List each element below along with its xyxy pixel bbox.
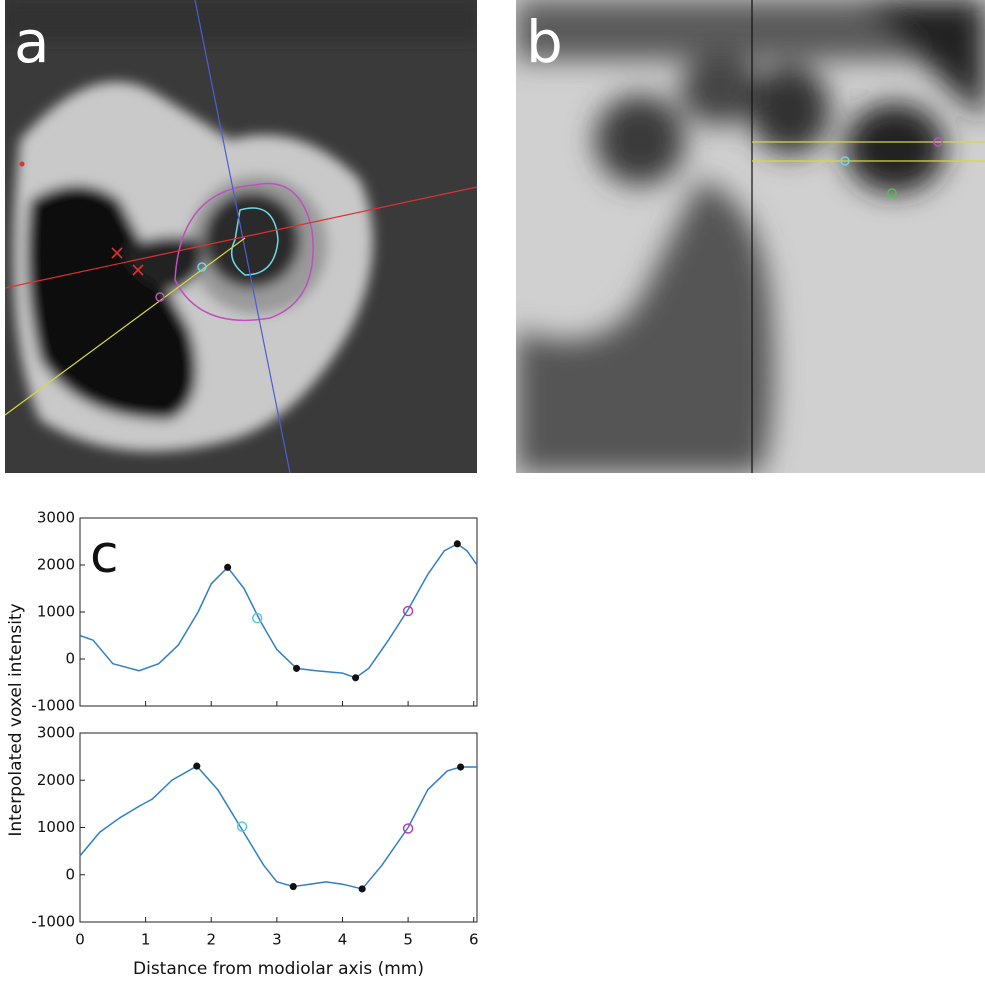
ct-image-b xyxy=(516,0,985,473)
y-tick-label: 2000 xyxy=(37,556,75,574)
peak-marker xyxy=(290,884,296,890)
y-tick-label: 3000 xyxy=(37,509,75,527)
y-tick-label: 1000 xyxy=(37,818,75,836)
peak-marker xyxy=(294,666,300,672)
x-tick-label: 6 xyxy=(469,931,479,949)
y-tick-label: 3000 xyxy=(37,724,75,742)
x-tick-label: 3 xyxy=(272,931,282,949)
peak-marker xyxy=(458,764,464,770)
ct-image-a xyxy=(5,0,477,473)
figure: a b c -10000100020003000Interpolated vox… xyxy=(0,0,985,979)
panel-label: a xyxy=(14,8,50,76)
x-axis-label: Distance from modiolar axis (mm) xyxy=(133,959,424,979)
y-tick-label: -1000 xyxy=(31,697,75,715)
data-line xyxy=(80,544,477,678)
panel-label: c xyxy=(90,525,119,585)
x-tick-label: 5 xyxy=(403,931,413,949)
threshold-marker xyxy=(404,607,413,616)
plot-frame xyxy=(80,518,477,706)
y-tick-label: 0 xyxy=(65,865,75,883)
plot-frame xyxy=(80,733,477,922)
y-tick-label: -1000 xyxy=(31,913,75,931)
x-tick-label: 0 xyxy=(75,931,85,949)
peak-marker xyxy=(455,541,461,547)
x-tick-label: 2 xyxy=(206,931,216,949)
peak-marker xyxy=(225,565,231,571)
peak-marker xyxy=(359,886,365,892)
x-tick-label: 1 xyxy=(141,931,151,949)
peak-marker xyxy=(194,763,200,769)
peak-marker xyxy=(353,675,359,681)
y-tick-label: 2000 xyxy=(37,771,75,789)
x-tick-label: 4 xyxy=(338,931,348,949)
y-tick-label: 1000 xyxy=(37,603,75,621)
panel-label: b xyxy=(526,8,563,76)
data-line xyxy=(80,766,477,889)
y-tick-label: 0 xyxy=(65,650,75,668)
y-axis-label: Interpolated voxel intensity xyxy=(6,603,26,836)
